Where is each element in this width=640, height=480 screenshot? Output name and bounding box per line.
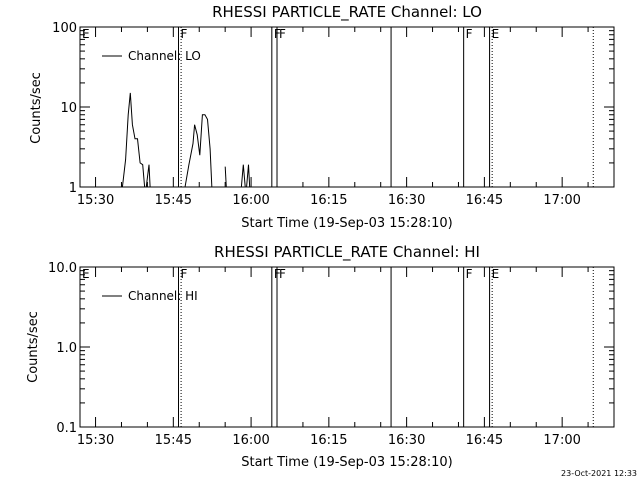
lo-y-tick-label: 1 [69,181,77,196]
lo-y-tick-label: 100 [52,21,77,36]
hi-x-tick-label: 16:45 [466,433,503,448]
hi-channel-panel: RHESSI PARTICLE_RATE Channel: HI Counts/… [26,243,615,470]
hi-x-tick-label: 17:00 [543,433,580,448]
lo-series-line [240,164,251,187]
hi-y-tick-label: 0.1 [56,421,77,436]
hi-chart-title: RHESSI PARTICLE_RATE Channel: HI [214,243,480,262]
hi-flag-label: E [82,267,90,281]
lo-x-tick-label: 15:30 [77,193,114,208]
hi-flag-label: F [466,267,473,281]
hi-x-tick-label: 16:00 [232,433,269,448]
lo-channel-panel: RHESSI PARTICLE_RATE Channel: LO Counts/… [29,3,615,231]
lo-x-tick-label: 16:45 [466,193,503,208]
lo-flag-label: F [181,27,188,41]
hi-x-tick-label: 15:30 [77,433,114,448]
lo-series-line [184,114,213,187]
generation-timestamp: 23-Oct-2021 12:33 [561,469,637,478]
lo-x-tick-label: 17:00 [543,193,580,208]
lo-y-axis-label: Counts/sec [29,72,44,144]
lo-flag-label: E [82,27,90,41]
hi-x-tick-label: 16:30 [388,433,425,448]
lo-flag-label: E [492,27,500,41]
lo-series-line [121,92,151,187]
hi-x-tick-label: 15:45 [155,433,192,448]
hi-flag-label: F [279,267,286,281]
hi-y-tick-label: 1.0 [56,341,77,356]
lo-y-tick-label: 10 [60,101,77,116]
lo-flag-label: F [466,27,473,41]
lo-x-axis-label: Start Time (19-Sep-03 15:28:10) [241,216,452,231]
lo-flag-label: F [279,27,286,41]
hi-x-axis-label: Start Time (19-Sep-03 15:28:10) [241,455,452,470]
hi-y-axis-label: Counts/sec [26,311,41,383]
hi-flag-label: E [492,267,500,281]
lo-chart-title: RHESSI PARTICLE_RATE Channel: LO [212,3,482,22]
lo-series-line [224,166,227,187]
hi-x-tick-label: 16:15 [310,433,347,448]
lo-x-tick-label: 16:30 [388,193,425,208]
hi-y-tick-label: 10.0 [48,261,77,276]
lo-x-tick-label: 16:15 [310,193,347,208]
lo-x-tick-label: 15:45 [155,193,192,208]
hi-legend-label: Channel: HI [128,289,198,303]
lo-legend-label: Channel: LO [128,49,201,63]
hi-flag-label: F [181,267,188,281]
lo-x-tick-label: 16:00 [232,193,269,208]
